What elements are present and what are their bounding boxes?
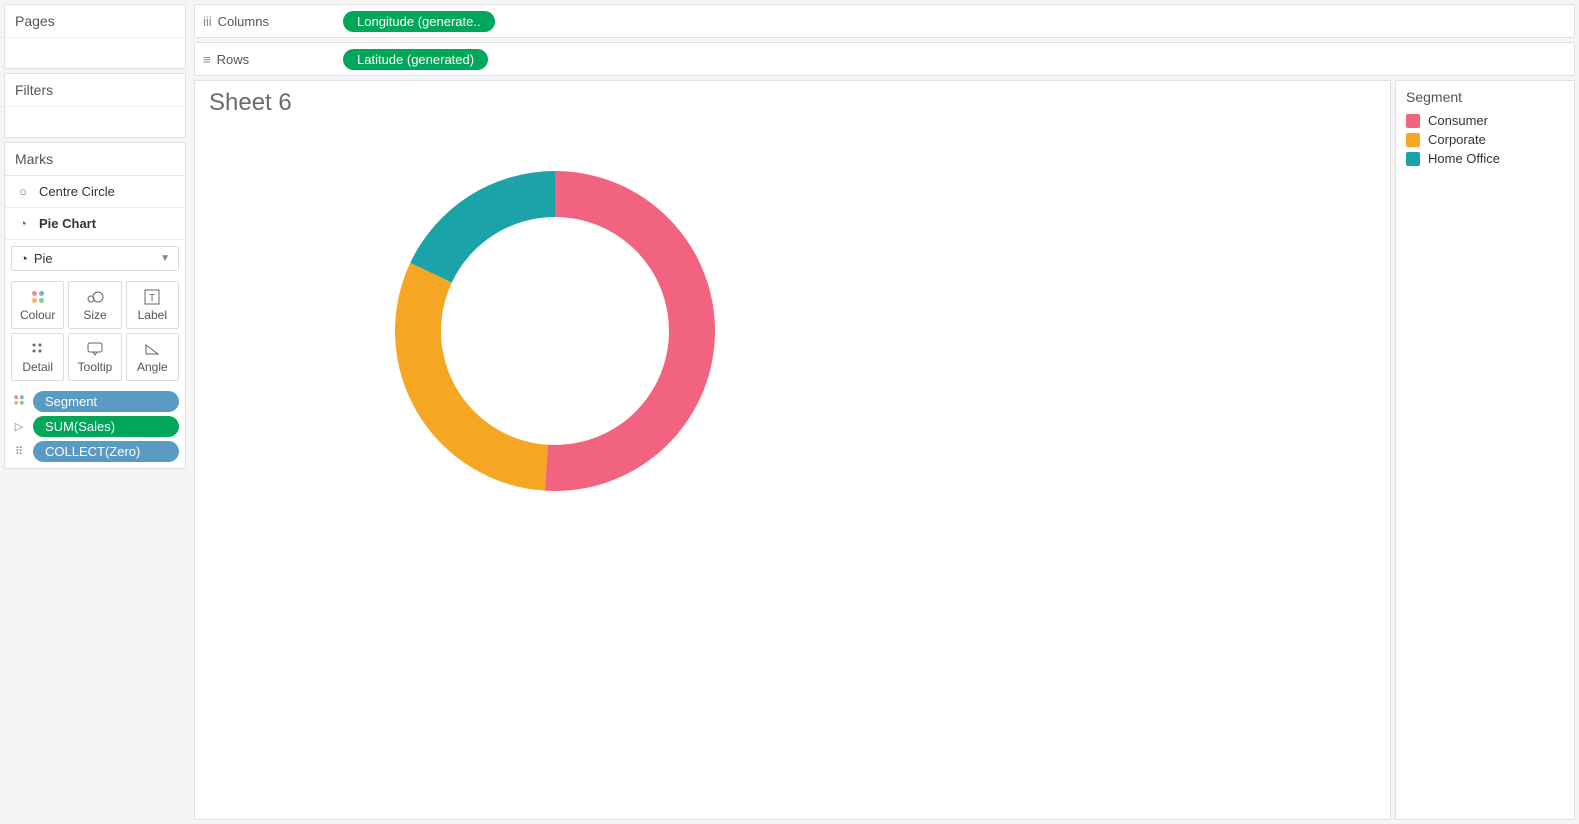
mark-layer-label: Centre Circle xyxy=(39,184,115,199)
filters-shelf[interactable]: Filters xyxy=(4,73,186,138)
legend-item-home-office[interactable]: Home Office xyxy=(1406,149,1564,168)
legend-label: Home Office xyxy=(1428,151,1500,166)
marks-pills: Segment ▷ SUM(Sales) ⠿ COLLECT(Zero) xyxy=(5,385,185,468)
marks-grid: Colour Size T Label Detail Tooltip Angle xyxy=(5,277,185,385)
rows-icon: ≡ xyxy=(203,52,211,67)
legend-title: Segment xyxy=(1406,89,1564,105)
mark-layer-icon: ◔ xyxy=(15,216,31,231)
chevron-down-icon: ▼ xyxy=(160,253,170,264)
sheet-title: Sheet 6 xyxy=(209,89,292,117)
marks-tooltip-button[interactable]: Tooltip xyxy=(68,333,121,381)
legend-label: Corporate xyxy=(1428,132,1486,147)
right-column: iii Columns Longitude (generate.. ≡ Rows… xyxy=(190,0,1579,824)
detail-icon: ⠿ xyxy=(11,445,27,458)
rows-pill[interactable]: Latitude (generated) xyxy=(343,49,488,70)
mark-pill-row: ⠿ COLLECT(Zero) xyxy=(11,441,179,462)
pages-shelf[interactable]: Pages xyxy=(4,4,186,69)
angle-icon xyxy=(144,340,160,358)
legend-items: Consumer Corporate Home Office xyxy=(1406,111,1564,168)
pie-icon: ◔ xyxy=(20,251,28,266)
marks-btn-label: Tooltip xyxy=(78,360,113,374)
marks-layer-0[interactable]: ○ Centre Circle xyxy=(5,176,185,208)
marks-title: Marks xyxy=(5,143,185,176)
marks-label-button[interactable]: T Label xyxy=(126,281,179,329)
viz-area[interactable]: Sheet 6 xyxy=(194,80,1391,820)
marks-angle-button[interactable]: Angle xyxy=(126,333,179,381)
mark-type-dropdown[interactable]: ◔ Pie ▼ xyxy=(11,246,179,271)
tooltip-icon xyxy=(87,340,103,358)
donut-slice-consumer[interactable] xyxy=(545,171,715,491)
columns-icon: iii xyxy=(203,14,212,29)
marks-btn-label: Detail xyxy=(22,360,53,374)
legend-panel: Segment Consumer Corporate Home Office xyxy=(1395,80,1575,820)
columns-label: Columns xyxy=(218,14,269,29)
marks-size-button[interactable]: Size xyxy=(68,281,121,329)
donut-slice-home-office[interactable] xyxy=(410,171,555,282)
mark-layer-label: Pie Chart xyxy=(39,216,96,231)
rows-shelf[interactable]: ≡ Rows Latitude (generated) xyxy=(194,42,1575,76)
shelves: iii Columns Longitude (generate.. ≡ Rows… xyxy=(190,0,1579,80)
left-sidebar: Pages Filters Marks ○ Centre Circle ◔ Pie C… xyxy=(0,0,190,824)
marks-btn-label: Colour xyxy=(20,308,55,322)
marks-card: Marks ○ Centre Circle ◔ Pie Chart ◔ Pie ▼ C… xyxy=(4,142,186,469)
marks-layer-1[interactable]: ◔ Pie Chart xyxy=(5,208,185,240)
marks-colour-button[interactable]: Colour xyxy=(11,281,64,329)
legend-swatch xyxy=(1406,133,1420,147)
size-icon xyxy=(86,288,104,306)
legend-item-consumer[interactable]: Consumer xyxy=(1406,111,1564,130)
mark-pill-2[interactable]: COLLECT(Zero) xyxy=(33,441,179,462)
marks-btn-label: Angle xyxy=(137,360,168,374)
colour-icon xyxy=(31,288,45,306)
filters-body[interactable] xyxy=(5,107,185,137)
mark-pill-1[interactable]: SUM(Sales) xyxy=(33,416,179,437)
mark-pill-0[interactable]: Segment xyxy=(33,391,179,412)
columns-pill[interactable]: Longitude (generate.. xyxy=(343,11,495,32)
legend-swatch xyxy=(1406,114,1420,128)
app-root: Pages Filters Marks ○ Centre Circle ◔ Pie C… xyxy=(0,0,1579,824)
columns-shelf[interactable]: iii Columns Longitude (generate.. xyxy=(194,4,1575,38)
donut-chart[interactable] xyxy=(395,171,715,494)
marks-layers: ○ Centre Circle ◔ Pie Chart xyxy=(5,176,185,240)
legend-swatch xyxy=(1406,152,1420,166)
pages-title: Pages xyxy=(5,5,185,38)
rows-label: Rows xyxy=(217,52,250,67)
angle-icon: ▷ xyxy=(11,420,27,433)
svg-text:T: T xyxy=(149,293,155,304)
marks-btn-label: Label xyxy=(138,308,167,322)
marks-btn-label: Size xyxy=(83,308,106,322)
mark-layer-icon: ○ xyxy=(15,184,31,199)
donut-slice-corporate[interactable] xyxy=(395,263,548,491)
legend-item-corporate[interactable]: Corporate xyxy=(1406,130,1564,149)
pages-body[interactable] xyxy=(5,38,185,68)
main-row: Sheet 6 Segment Consumer Corporate Home Of… xyxy=(190,80,1579,824)
mark-pill-row: Segment xyxy=(11,391,179,412)
label-icon: T xyxy=(144,288,160,306)
legend-label: Consumer xyxy=(1428,113,1488,128)
mark-pill-row: ▷ SUM(Sales) xyxy=(11,416,179,437)
marks-detail-button[interactable]: Detail xyxy=(11,333,64,381)
detail-icon xyxy=(31,340,45,358)
colour-icon xyxy=(11,393,27,410)
mark-type-label: Pie xyxy=(34,251,53,266)
filters-title: Filters xyxy=(5,74,185,107)
